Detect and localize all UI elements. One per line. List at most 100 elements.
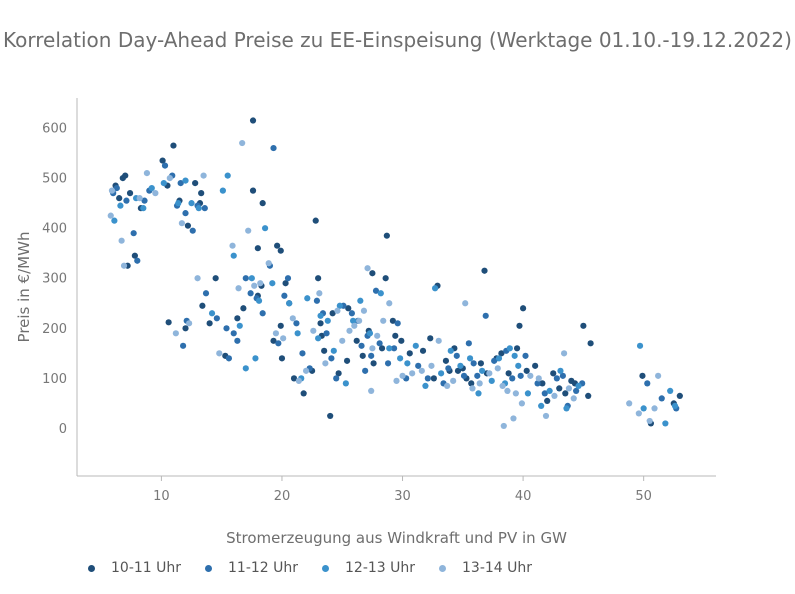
data-point — [170, 142, 177, 149]
data-point — [447, 347, 454, 354]
data-point — [202, 290, 210, 297]
data-point — [165, 319, 172, 326]
data-point — [435, 337, 442, 344]
data-point — [546, 387, 553, 394]
data-point — [113, 185, 120, 192]
data-point — [662, 420, 669, 427]
data-point — [134, 257, 141, 264]
legend-label: 13-14 Uhr — [462, 560, 533, 576]
legend-item[interactable]: 11-12 Uhr — [205, 560, 322, 576]
data-point — [240, 305, 247, 312]
data-point — [166, 175, 173, 182]
legend-item[interactable]: 12-13 Uhr — [322, 560, 439, 576]
data-point — [247, 290, 254, 297]
data-point — [511, 352, 518, 359]
data-point — [559, 372, 566, 379]
legend-item[interactable]: 10-11 Uhr — [88, 560, 205, 576]
y-tick-label: 200 — [42, 322, 67, 337]
data-point — [640, 405, 647, 412]
data-point — [152, 190, 159, 197]
data-point — [380, 317, 387, 324]
data-point — [658, 395, 665, 402]
data-point — [189, 227, 196, 234]
data-point — [265, 260, 272, 267]
data-point — [182, 177, 189, 184]
y-axis-ticks: 0 100 200 300 400 500 600 — [42, 122, 67, 437]
data-point — [327, 412, 334, 420]
data-point — [198, 190, 205, 197]
data-point — [390, 345, 398, 352]
data-point — [404, 360, 411, 367]
data-point — [462, 300, 469, 307]
data-point — [534, 380, 541, 387]
data-point — [333, 375, 340, 382]
data-point — [393, 377, 400, 384]
y-tick-label: 400 — [42, 222, 67, 237]
data-point — [422, 382, 429, 389]
data-point — [562, 390, 569, 397]
data-point — [349, 317, 357, 324]
data-point — [206, 320, 213, 327]
data-point — [257, 280, 264, 287]
data-point — [275, 340, 282, 347]
data-point — [544, 397, 551, 405]
data-point — [360, 307, 368, 314]
data-point — [358, 342, 365, 349]
data-point — [457, 362, 464, 369]
data-point — [223, 325, 230, 332]
data-point — [505, 370, 512, 377]
legend-item[interactable]: 13-14 Uhr — [439, 560, 556, 576]
data-point — [377, 290, 384, 297]
data-point — [342, 380, 349, 387]
data-point — [384, 360, 392, 367]
data-point — [676, 392, 683, 399]
data-point — [573, 387, 580, 394]
data-point — [286, 300, 293, 307]
data-point — [141, 197, 148, 204]
data-point — [186, 320, 193, 327]
data-point — [646, 417, 653, 425]
data-point — [310, 327, 317, 334]
legend-label: 10-11 Uhr — [111, 560, 182, 576]
data-point — [277, 247, 284, 254]
data-point — [518, 400, 525, 407]
data-point — [270, 337, 277, 344]
data-point — [374, 332, 381, 339]
data-point — [523, 367, 530, 374]
data-point — [500, 422, 507, 430]
legend-marker-icon — [205, 564, 212, 572]
data-point — [491, 357, 498, 364]
data-point — [482, 312, 489, 319]
data-point — [386, 345, 393, 352]
data-point — [229, 242, 236, 249]
data-point — [512, 390, 519, 397]
data-point — [516, 322, 523, 329]
data-point — [550, 370, 557, 377]
data-point — [475, 390, 482, 397]
data-point — [182, 325, 189, 332]
data-point — [108, 187, 116, 194]
data-point — [216, 350, 223, 357]
data-point — [392, 332, 399, 339]
data-point — [230, 252, 237, 259]
data-point — [442, 357, 450, 364]
data-point — [178, 220, 185, 227]
data-point — [519, 305, 527, 312]
data-point — [304, 295, 311, 302]
data-point — [383, 232, 390, 239]
data-point — [278, 355, 286, 362]
data-point — [242, 365, 249, 372]
data-point — [454, 367, 462, 374]
legend-marker-icon — [439, 564, 446, 572]
data-point — [560, 350, 568, 357]
data-point — [406, 350, 413, 357]
data-point — [369, 345, 376, 352]
data-point — [225, 355, 233, 362]
data-point — [636, 342, 644, 349]
y-tick-label: 100 — [42, 372, 67, 387]
data-point — [235, 285, 242, 292]
data-point — [445, 365, 452, 372]
data-point — [277, 322, 284, 329]
data-point — [219, 187, 226, 194]
data-point — [317, 320, 324, 327]
